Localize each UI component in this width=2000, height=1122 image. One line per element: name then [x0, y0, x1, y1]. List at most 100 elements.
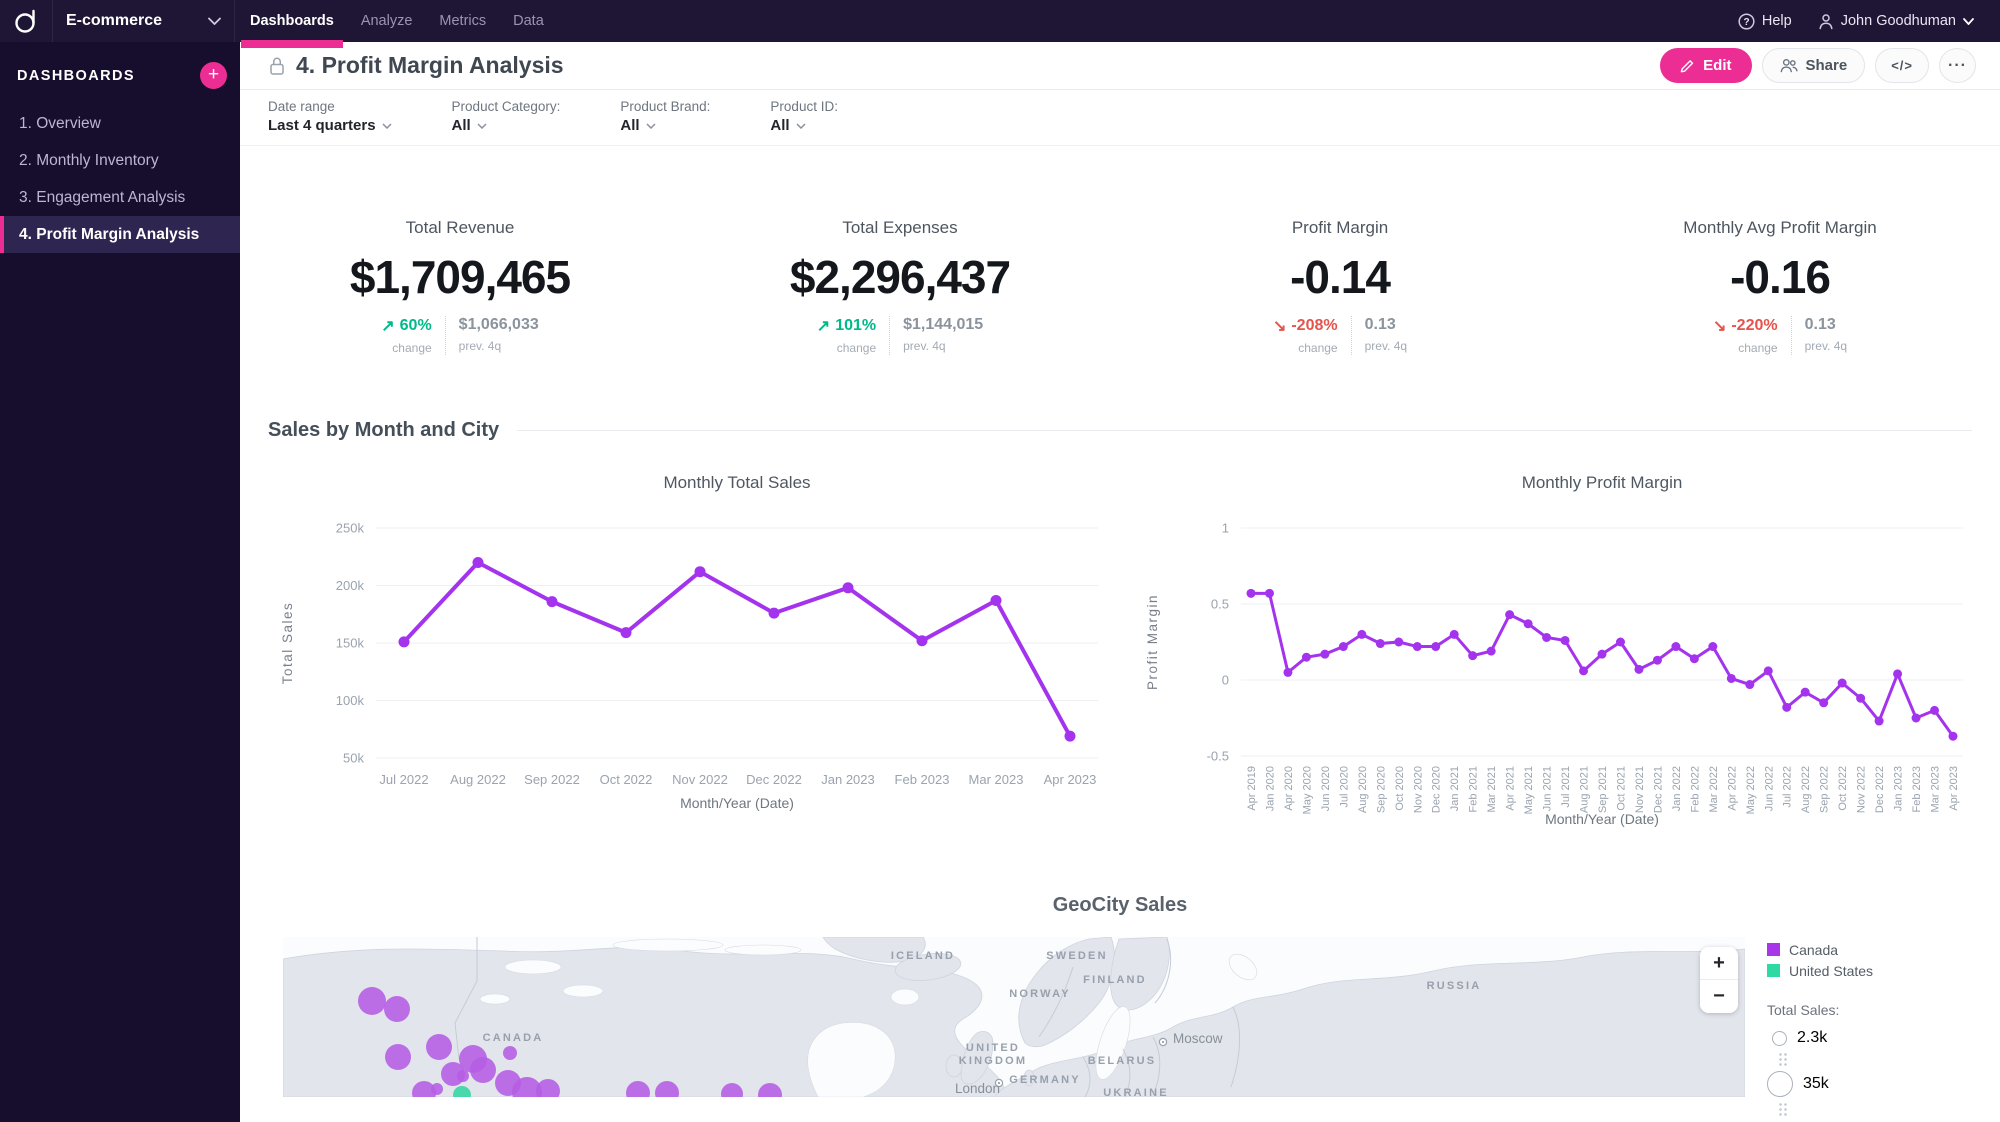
kpi-change-value: 101% [835, 317, 877, 334]
filter-product-id[interactable]: Product ID: All [770, 99, 838, 134]
embed-code-button[interactable]: </> [1875, 48, 1929, 83]
svg-text:Feb 2023: Feb 2023 [895, 772, 950, 787]
filter-date-range[interactable]: Date range Last 4 quarters [268, 99, 392, 134]
x-axis-labels: Apr 2019 Jan 2020 Apr 2020 May 2020 Jun 2020… [1246, 766, 1960, 814]
kpi-total-revenue: Total Revenue $1,709,465 ↗ 60% change $1,… [240, 218, 680, 355]
kpi-profit-margin: Profit Margin -0.14 ↘ -208% change 0.13 p… [1120, 218, 1560, 355]
kpi-prev-label: prev. 4q [1804, 339, 1848, 353]
trend-down-icon: ↘ [1712, 318, 1727, 335]
help-menu[interactable]: ? Help [1738, 12, 1792, 30]
svg-text:Apr 2021: Apr 2021 [1505, 766, 1517, 811]
gooddata-logo[interactable] [0, 0, 53, 42]
svg-text:Mar 2023: Mar 2023 [1930, 766, 1942, 812]
share-label: Share [1805, 57, 1848, 74]
divider [889, 316, 891, 355]
sidebar-item-overview[interactable]: 1. Overview [19, 114, 101, 132]
pencil-icon [1680, 60, 1694, 73]
sidebar-item-profit-margin-analysis[interactable]: 4. Profit Margin Analysis [0, 216, 240, 253]
kpi-title: Monthly Avg Profit Margin [1683, 218, 1877, 237]
legend-item-united-states[interactable]: United States [1767, 960, 1978, 981]
dashboard-main: 4. Profit Margin Analysis Edit Share </>… [240, 42, 2000, 1122]
svg-text:250k: 250k [336, 521, 365, 536]
svg-text:?: ? [1743, 17, 1749, 28]
tab-metrics[interactable]: Metrics [439, 13, 487, 29]
svg-text:Nov 2022: Nov 2022 [1856, 766, 1868, 813]
chevron-down-icon [796, 122, 806, 129]
svg-text:Nov 2022: Nov 2022 [672, 772, 728, 787]
kpi-prev-value: $1,066,033 [458, 316, 539, 333]
svg-text:150k: 150k [336, 636, 365, 651]
svg-text:May 2022: May 2022 [1745, 766, 1757, 814]
kpi-prev-value: 0.13 [1804, 316, 1836, 333]
filter-product-brand[interactable]: Product Brand: All [620, 99, 710, 134]
svg-text:Apr 2023: Apr 2023 [1044, 772, 1097, 787]
series-line [402, 560, 1072, 739]
svg-text:Jan 2021: Jan 2021 [1449, 766, 1461, 811]
share-button[interactable]: Share [1761, 48, 1866, 83]
kpi-value: -0.16 [1730, 251, 1831, 303]
edit-button[interactable]: Edit [1660, 48, 1752, 83]
svg-text:ICELAND: ICELAND [891, 950, 955, 962]
zoom-in-button[interactable]: + [1700, 947, 1738, 980]
map-legend: Canada United States Total Sales: 2.3k 3… [1745, 937, 1978, 1121]
svg-text:Nov 2021: Nov 2021 [1634, 766, 1646, 813]
kpi-change-value: 60% [399, 317, 432, 334]
series-line [1249, 591, 1955, 738]
svg-text:Jul 2022: Jul 2022 [379, 772, 428, 787]
svg-text:Feb 2021: Feb 2021 [1468, 766, 1480, 812]
geo-map[interactable]: CANADA ICELAND SWEDEN NORWAY FINLAND RUSSIA UN… [283, 937, 1745, 1097]
tab-dashboards[interactable]: Dashboards [241, 0, 343, 48]
user-menu[interactable]: John Goodhuman [1818, 13, 1974, 30]
legend-label: United States [1789, 962, 1874, 979]
size-value: 2.3k [1797, 1029, 1828, 1046]
map-lakes [479, 938, 1258, 1097]
kpi-value: $1,709,465 [349, 251, 571, 303]
kpi-prev-label: prev. 4q [903, 339, 946, 353]
zoom-out-button[interactable]: − [1700, 980, 1738, 1013]
svg-text:NORWAY: NORWAY [1009, 988, 1071, 1000]
filter-value: All [451, 117, 471, 134]
add-dashboard-button[interactable]: + [200, 62, 227, 89]
dashboard-header: 4. Profit Margin Analysis Edit Share </>… [240, 42, 2000, 90]
sidebar-item-engagement-analysis[interactable]: 3. Engagement Analysis [19, 188, 186, 206]
svg-text:Month/Year (Date): Month/Year (Date) [1545, 811, 1659, 827]
tab-analyze[interactable]: Analyze [360, 13, 413, 29]
svg-text:-0.5: -0.5 [1207, 749, 1229, 764]
divider [1350, 316, 1352, 355]
svg-text:Feb 2022: Feb 2022 [1689, 766, 1701, 812]
grid: 50k 100k 150k 200k 250k [336, 521, 1098, 766]
size-legend-large: 35k [1767, 1071, 1978, 1097]
section-header: Sales by Month and City [268, 419, 1972, 442]
map-zoom-controls: + − [1700, 947, 1738, 1013]
size-drag-handle[interactable] [1778, 1052, 1788, 1066]
svg-text:Dec 2020: Dec 2020 [1431, 766, 1443, 813]
tab-data[interactable]: Data [513, 13, 544, 29]
filter-product-category[interactable]: Product Category: All [452, 99, 561, 134]
workspace-picker[interactable]: E-commerce [53, 0, 235, 42]
filter-label: Product Brand: [620, 99, 711, 114]
svg-text:Oct 2022: Oct 2022 [600, 772, 653, 787]
sidebar-title: DASHBOARDS [17, 67, 135, 84]
svg-text:Sep 2022: Sep 2022 [524, 772, 580, 787]
legend-item-canada[interactable]: Canada [1767, 939, 1978, 960]
chevron-down-icon [477, 122, 487, 129]
svg-text:KINGDOM: KINGDOM [959, 1055, 1028, 1067]
sidebar-item-monthly-inventory[interactable]: 2. Monthly Inventory [19, 151, 159, 169]
svg-text:Moscow: Moscow [1173, 1031, 1223, 1046]
sidebar-header: DASHBOARDS + [0, 42, 240, 105]
kpi-prev-value: 0.13 [1364, 316, 1396, 333]
size-drag-handle[interactable] [1778, 1102, 1788, 1116]
svg-text:Mar 2022: Mar 2022 [1708, 766, 1720, 812]
kpi-prev-label: prev. 4q [458, 339, 502, 353]
svg-text:Monthly Total Sales: Monthly Total Sales [663, 473, 810, 492]
svg-text:Monthly Profit Margin: Monthly Profit Margin [1522, 473, 1683, 492]
svg-text:Jul 2022: Jul 2022 [1782, 766, 1794, 808]
geo-chart-title: GeoCity Sales [1052, 894, 1188, 916]
size-legend-title: Total Sales: [1767, 1002, 1840, 1018]
kpi-change-label: change [1298, 341, 1338, 355]
trend-up-icon: ↗ [816, 318, 831, 335]
kpi-change-label: change [392, 341, 432, 355]
filter-value: All [770, 117, 790, 134]
svg-text:Mar 2023: Mar 2023 [969, 772, 1024, 787]
more-options-button[interactable]: ··· [1939, 48, 1976, 83]
